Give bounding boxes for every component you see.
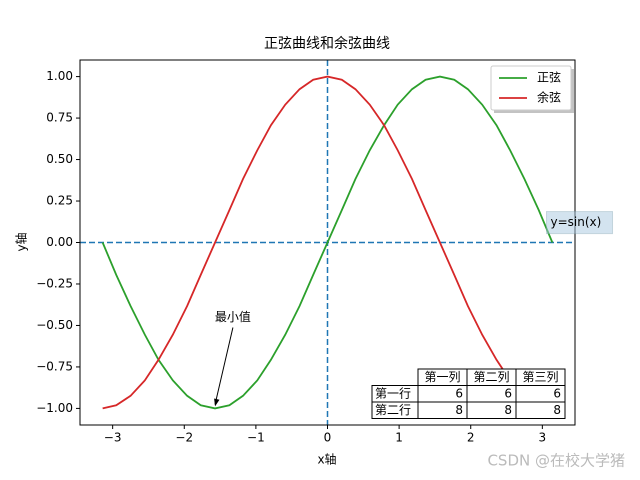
legend: [490, 65, 572, 111]
watermark: CSDN @在校大学猪: [487, 452, 625, 470]
line-series: [101, 75, 554, 410]
y-tick-label: 0.25: [46, 194, 73, 208]
y-tick-label: 0.50: [46, 152, 73, 166]
x-tick-label: 3: [539, 431, 547, 445]
y-tick-label: 0.00: [46, 235, 73, 249]
table-row-label: 第二行: [375, 403, 411, 417]
annotation: 最小值: [215, 309, 251, 324]
x-tick-label: −3: [104, 431, 122, 445]
table-value: 8: [504, 403, 512, 417]
table-col-label: 第三列: [522, 370, 558, 384]
legend-label: 正弦: [537, 70, 561, 85]
annotation: y=sin(x): [551, 215, 602, 229]
table-value: 6: [504, 386, 512, 400]
line-series: [102, 75, 553, 410]
y-tick-label: 0.75: [46, 111, 73, 125]
table-cell: [515, 401, 566, 419]
plot-frame: [79, 59, 576, 426]
y-tick-label: 1.00: [46, 69, 73, 83]
x-tick-label: 0: [324, 431, 332, 445]
legend-label: 余弦: [537, 90, 561, 105]
x-tick-label: −1: [247, 431, 265, 445]
table-row-label: 第一行: [375, 386, 411, 400]
table-value: 6: [455, 386, 463, 400]
table-value: 8: [553, 403, 561, 417]
chart-title: 正弦曲线和余弦曲线: [264, 35, 390, 52]
x-tick-label: 1: [395, 431, 403, 445]
x-tick-label: −2: [175, 431, 193, 445]
x-tick-label: 2: [467, 431, 475, 445]
y-tick-label: −0.50: [36, 318, 73, 332]
arrow-head: [214, 398, 220, 407]
table-value: 6: [553, 386, 561, 400]
y-tick-label: −0.75: [36, 359, 73, 373]
table-col-label: 第一列: [424, 370, 460, 384]
table-value: 8: [455, 403, 463, 417]
y-axis-label: y轴: [14, 232, 29, 251]
x-axis-label: x轴: [317, 452, 336, 467]
annotation-box: [546, 211, 614, 235]
y-tick-label: −0.25: [36, 276, 73, 290]
table-col-label: 第二列: [473, 370, 509, 384]
annotation-arrow: [214, 327, 234, 405]
y-tick-label: −1.00: [36, 401, 73, 415]
